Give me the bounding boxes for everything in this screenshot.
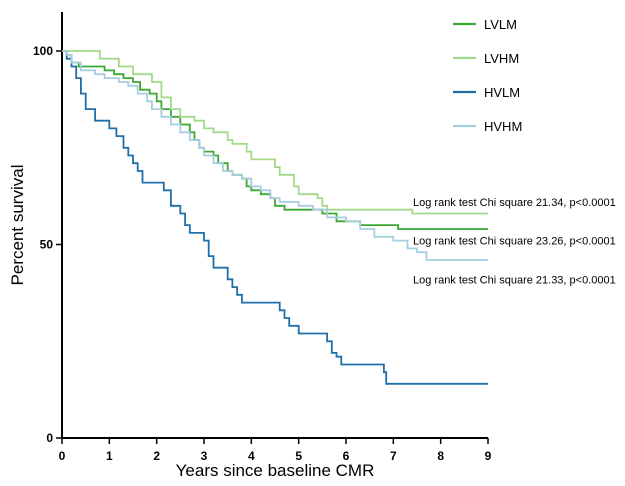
series-line-hvhm [62, 50, 488, 261]
x-tick-label: 7 [390, 449, 397, 463]
x-tick-label: 6 [343, 449, 350, 463]
logrank-annotation: Log rank test Chi square 23.26, p<0.0001 [413, 236, 616, 248]
x-tick-label: 4 [248, 449, 255, 463]
legend: LVLM LVHM HVLM HVHM [453, 17, 522, 134]
legend-label-lvhm: LVHM [484, 51, 519, 66]
x-tick-label: 2 [153, 449, 160, 463]
series-line-hvlm [62, 50, 488, 385]
legend-label-hvhm: HVHM [484, 119, 522, 134]
y-tick-label: 100 [33, 44, 53, 58]
y-tick-label: 50 [40, 238, 54, 252]
x-tick-label: 1 [106, 449, 113, 463]
axes [61, 12, 488, 439]
annotations: Log rank test Chi square 21.34, p<0.0001… [413, 197, 616, 286]
y-tick-label: 0 [46, 431, 53, 445]
logrank-annotation: Log rank test Chi square 21.34, p<0.0001 [413, 197, 616, 209]
x-axis-title: Years since baseline CMR [176, 461, 375, 480]
y-axis-title: Percent survival [8, 165, 27, 286]
x-tick-label: 8 [437, 449, 444, 463]
x-tick-label: 3 [201, 449, 208, 463]
legend-label-lvlm: LVLM [484, 17, 517, 32]
x-ticks: 0 1 2 3 4 5 6 7 8 9 [59, 438, 492, 463]
series-lines [62, 50, 488, 385]
series-line-lvhm [62, 50, 488, 215]
x-tick-label: 5 [295, 449, 302, 463]
legend-label-hvlm: HVLM [484, 85, 520, 100]
x-tick-label: 0 [59, 449, 66, 463]
y-ticks: 0 50 100 [33, 44, 62, 445]
x-tick-label: 9 [485, 449, 492, 463]
logrank-annotation: Log rank test Chi square 21.33, p<0.0001 [413, 274, 616, 286]
